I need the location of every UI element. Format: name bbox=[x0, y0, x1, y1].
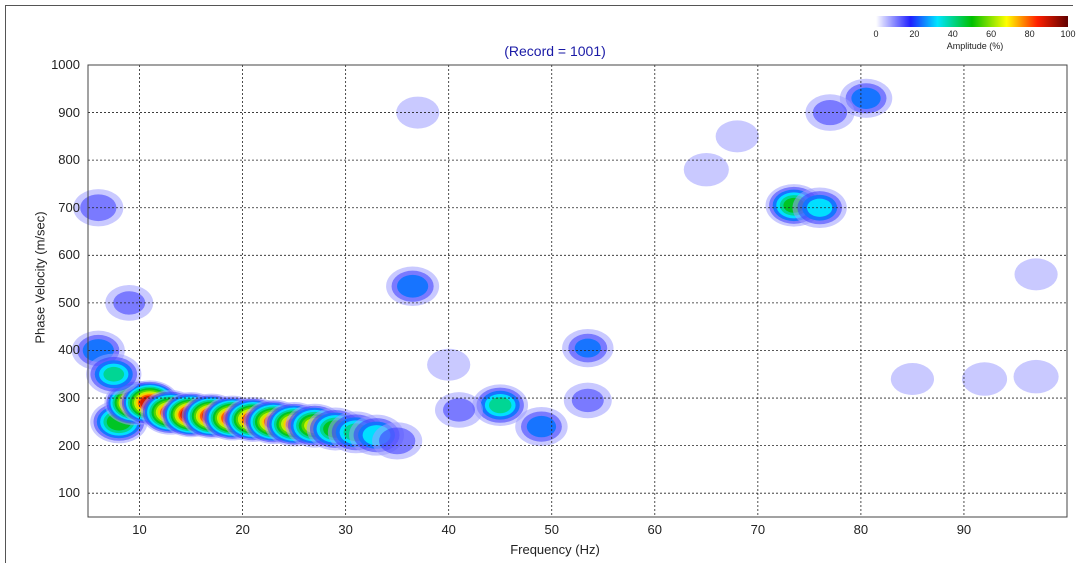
x-tick-label: 40 bbox=[441, 522, 456, 537]
energy-blob bbox=[472, 384, 529, 426]
y-tick-label: 100 bbox=[58, 485, 80, 501]
energy-blob bbox=[962, 362, 1008, 396]
colorbar-tick-label: 60 bbox=[986, 29, 997, 39]
x-tick-label: 60 bbox=[647, 522, 663, 537]
x-tick-label: 10 bbox=[132, 522, 147, 537]
x-tick-label: 20 bbox=[235, 522, 250, 537]
x-tick-label: 50 bbox=[544, 522, 559, 537]
chart-frame bbox=[5, 5, 1073, 563]
energy-blob bbox=[73, 189, 124, 227]
colorbar-label: Amplitude (%) bbox=[946, 41, 1004, 51]
x-tick-label: 70 bbox=[750, 522, 766, 537]
y-tick-label: 200 bbox=[58, 437, 80, 453]
x-tick-label: 80 bbox=[853, 522, 869, 537]
energy-blob bbox=[386, 266, 440, 307]
y-tick-label: 500 bbox=[58, 294, 80, 310]
colorbar-tick-label: 20 bbox=[909, 29, 920, 39]
energy-blob bbox=[683, 152, 729, 187]
energy-blob bbox=[1014, 258, 1058, 291]
x-axis-label: Frequency (Hz) bbox=[510, 542, 600, 557]
y-tick-label: 600 bbox=[58, 247, 80, 263]
energy-blob bbox=[890, 363, 935, 396]
y-tick-label: 400 bbox=[58, 342, 80, 358]
energy-blob bbox=[792, 187, 847, 229]
colorbar-tick-label: 100 bbox=[1060, 29, 1076, 39]
y-tick-label: 800 bbox=[58, 152, 80, 168]
y-tick-label: 700 bbox=[58, 199, 80, 215]
y-tick-label: 300 bbox=[58, 390, 80, 406]
y-tick-label: 1000 bbox=[51, 57, 80, 72]
energy-blob bbox=[563, 382, 612, 419]
energy-blob bbox=[427, 348, 471, 381]
energy-blob bbox=[515, 407, 568, 447]
energy-blob bbox=[434, 392, 483, 428]
energy-blob bbox=[372, 422, 423, 460]
x-tick-label: 30 bbox=[338, 522, 353, 537]
y-tick-label: 900 bbox=[58, 104, 80, 120]
colorbar-tick-label: 80 bbox=[1024, 29, 1035, 39]
energy-blob bbox=[1013, 359, 1059, 394]
colorbar-tick-label: 40 bbox=[947, 29, 958, 39]
colorbar-gradient bbox=[876, 16, 1068, 27]
plot-border bbox=[87, 64, 1068, 518]
energy-blob bbox=[86, 353, 142, 395]
energy-blob bbox=[715, 120, 759, 153]
colorbar bbox=[876, 14, 1068, 27]
energy-blob bbox=[562, 328, 614, 368]
chart-title: (Record = 1001) bbox=[504, 43, 606, 59]
colorbar-tick-label: 0 bbox=[873, 29, 879, 39]
x-tick-label: 90 bbox=[956, 522, 972, 537]
